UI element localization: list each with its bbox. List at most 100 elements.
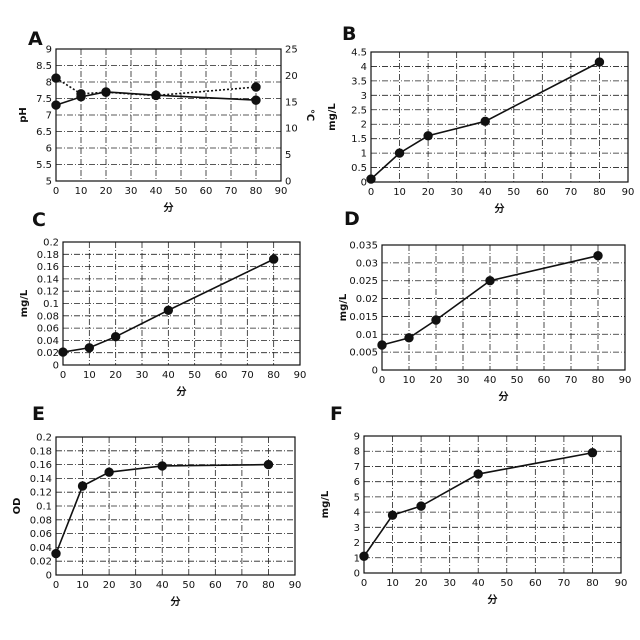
data-point (417, 502, 425, 510)
y-tick-label: 9 (46, 45, 52, 56)
x-tick-label: 60 (200, 186, 213, 197)
chart-panel-c: 010203040506070809000.020.040.060.080.10… (19, 209, 306, 398)
y-tick-label: 1.5 (351, 134, 367, 145)
x-tick-label: 90 (289, 580, 302, 591)
data-point (405, 334, 413, 342)
y-tick-label: 0.16 (30, 460, 52, 471)
y2-tick-label: 20 (285, 71, 298, 82)
y-tick-label: 0.06 (30, 529, 52, 540)
x-tick-label: 40 (162, 370, 175, 381)
x-tick-label: 70 (236, 580, 249, 591)
x-axis-label: 分 (171, 595, 181, 608)
x-tick-label: 70 (565, 375, 578, 386)
data-point (85, 344, 93, 352)
y-tick-label: 1 (361, 149, 367, 160)
y-tick-label: 0.16 (37, 262, 59, 273)
y-tick-label: 8 (46, 78, 52, 89)
y-tick-label: 0.08 (37, 311, 59, 322)
y-tick-label: 0.02 (37, 348, 59, 359)
x-tick-label: 70 (241, 370, 254, 381)
x-tick-label: 50 (182, 580, 195, 591)
x-tick-label: 70 (565, 187, 578, 198)
y-tick-label: 0 (361, 178, 367, 189)
chart-panel-b: 010203040506070809000.511.522.533.544.5分… (327, 23, 634, 215)
x-tick-label: 30 (443, 578, 456, 589)
x-tick-label: 40 (156, 580, 169, 591)
y-tick-label: 0.03 (356, 258, 378, 269)
data-point (105, 468, 113, 476)
x-tick-label: 90 (615, 578, 628, 589)
data-point (378, 341, 386, 349)
y-tick-label: 0.1 (43, 299, 59, 310)
y-tick-label: 5 (46, 177, 52, 188)
x-tick-label: 30 (457, 375, 470, 386)
y-tick-label: 0 (354, 569, 360, 580)
y-tick-label: 0.5 (351, 163, 367, 174)
data-point (367, 175, 375, 183)
x-tick-label: 50 (511, 375, 524, 386)
y-axis-label: mg/L (327, 103, 338, 131)
y-axis-label: mg/L (338, 293, 349, 321)
panel-label: B (342, 23, 356, 45)
x-tick-label: 20 (415, 578, 428, 589)
panel-label: F (330, 403, 343, 425)
data-point (59, 348, 67, 356)
x-axis-label: 分 (164, 201, 174, 214)
panel-label: A (28, 28, 43, 50)
data-point (594, 252, 602, 260)
data-point (481, 117, 489, 125)
x-tick-label: 60 (209, 580, 222, 591)
y-tick-label: 7 (46, 111, 52, 122)
chart-panel-e: 010203040506070809000.020.040.060.080.10… (12, 403, 301, 608)
y-tick-label: 0.18 (30, 446, 52, 457)
y-axis-label: mg/L (320, 490, 331, 518)
plot-frame (371, 52, 628, 182)
y-tick-label: 9 (354, 432, 360, 443)
data-point (252, 96, 260, 104)
y-tick-label: 2 (354, 538, 360, 549)
data-point (78, 482, 86, 490)
data-point (52, 101, 60, 109)
x-tick-label: 40 (479, 187, 492, 198)
data-point (486, 277, 494, 285)
y-tick-label: 3.5 (351, 76, 367, 87)
x-tick-label: 60 (536, 187, 549, 198)
x-tick-label: 50 (500, 578, 513, 589)
data-point (102, 88, 110, 96)
y-tick-label: 8 (354, 447, 360, 458)
data-point (52, 549, 60, 557)
data-point (424, 132, 432, 140)
plot-frame (364, 436, 621, 573)
x-tick-label: 20 (109, 370, 122, 381)
x-tick-label: 50 (188, 370, 201, 381)
y-tick-label: 0.02 (30, 557, 52, 568)
y-tick-label: 2 (361, 120, 367, 131)
data-point (152, 91, 160, 99)
data-point (595, 58, 603, 66)
x-tick-label: 30 (136, 370, 149, 381)
x-tick-label: 20 (100, 186, 113, 197)
panel-label: D (344, 208, 360, 230)
x-tick-label: 0 (53, 186, 59, 197)
y-tick-label: 0 (53, 361, 59, 372)
y-tick-label: 0 (46, 571, 52, 582)
x-tick-label: 0 (379, 375, 385, 386)
chart-panel-d: 010203040506070809000.0050.010.0150.020.… (338, 208, 631, 403)
y2-axis-label: ℃ (304, 109, 315, 121)
x-tick-label: 10 (76, 580, 89, 591)
data-point (111, 333, 119, 341)
y-tick-label: 0.12 (37, 287, 59, 298)
y-tick-label: 6.5 (36, 127, 52, 138)
y-axis-label: OD (12, 498, 23, 515)
y-tick-label: 0.005 (349, 348, 378, 359)
y-tick-label: 4 (354, 508, 360, 519)
x-tick-label: 10 (403, 375, 416, 386)
data-point (474, 470, 482, 478)
x-tick-label: 80 (250, 186, 263, 197)
x-tick-label: 0 (53, 580, 59, 591)
data-point (395, 149, 403, 157)
data-point (269, 255, 277, 263)
y2-tick-label: 5 (285, 150, 291, 161)
x-tick-label: 40 (150, 186, 163, 197)
y-tick-label: 0.14 (37, 274, 59, 285)
